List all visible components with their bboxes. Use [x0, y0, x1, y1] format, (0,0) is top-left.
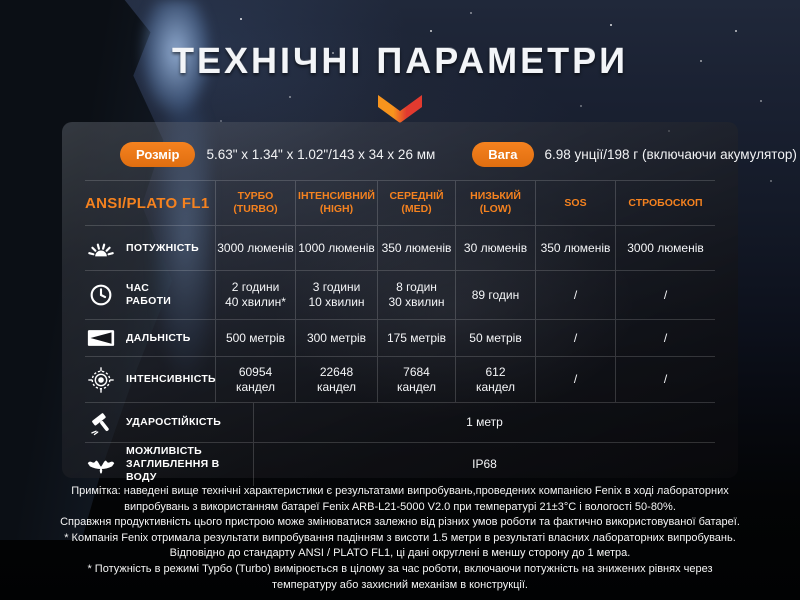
size-value: 5.63" x 1.34" x 1.02"/143 x 34 x 26 мм: [206, 146, 436, 162]
row-label: ІНТЕНСИВНІСТЬ: [126, 373, 216, 385]
footnote-line: температуру або захисний механізм в конс…: [272, 578, 528, 591]
col-header-med: СЕРЕДНІЙ (MED): [389, 190, 444, 215]
value-cell: 3000 люменів: [217, 240, 294, 255]
table-corner-label: ANSI/PLATO FL1: [85, 194, 210, 212]
water-splash-icon: [85, 454, 117, 476]
size-weight-row: Розмір 5.63" x 1.34" x 1.02"/143 x 34 x …: [62, 122, 797, 180]
value-cell: 8 годин 30 хвилин: [388, 280, 445, 309]
footnote-line: Відповідно до стандарту ANSI / PLATO FL1…: [169, 547, 631, 560]
value-cell: /: [573, 372, 578, 386]
table-header-row: ANSI/PLATO FL1 ТУРБО (TURBO) ІНТЕНСИВНИЙ…: [62, 181, 738, 225]
row-label: ПОТУЖНІСТЬ: [126, 241, 199, 254]
divider: [85, 402, 715, 403]
table-row-distance: ДАЛЬНІСТЬ 500 метрів 300 метрів 175 метр…: [62, 320, 738, 356]
weight-value: 6.98 унції/198 г (включаючи акумулятор): [544, 146, 797, 162]
value-cell: 500 метрів: [225, 330, 286, 345]
footnote-line: Примітка: наведені вище технічні характе…: [71, 485, 729, 497]
value-cell: /: [663, 330, 668, 345]
value-cell: 30 люменів: [463, 240, 528, 255]
value-cell: 7684 кандел: [396, 364, 437, 394]
value-cell: 612 кандел: [475, 364, 516, 394]
size-badge: Розмір: [120, 141, 196, 167]
col-header-turbo: ТУРБО (TURBO): [233, 190, 278, 215]
divider: [85, 180, 715, 181]
divider: [85, 442, 715, 443]
value-cell-span: 1 метр: [466, 415, 503, 429]
table-row-power: ПОТУЖНІСТЬ 3000 люменів 1000 люменів 350…: [62, 226, 738, 270]
col-header-sos: SOS: [564, 196, 587, 209]
footnote-line: * Компанія Fenix отримала результати вип…: [64, 531, 736, 544]
table-row-impact: УДАРОСТІЙКІСТЬ 1 метр: [62, 403, 738, 442]
clock-icon: [85, 282, 117, 308]
beam-distance-icon: [85, 328, 117, 348]
table-row-intensity: ІНТЕНСИВНІСТЬ 60954 кандел 22648 кандел …: [62, 357, 738, 402]
row-label: ЧАС РАБОТИ: [126, 282, 172, 307]
value-cell: 350 люменів: [540, 240, 611, 255]
footnote-line: Справжня продуктивність цього пристрою м…: [60, 516, 740, 529]
spec-card: Розмір 5.63" x 1.34" x 1.02"/143 x 34 x …: [62, 122, 797, 486]
impact-icon: [85, 410, 117, 436]
footnote-line: * Потужність в режимі Турбо (Turbo) вимі…: [87, 562, 713, 575]
table-row-runtime: ЧАС РАБОТИ 2 години 40 хвилин* 3 години …: [62, 271, 738, 319]
col-header-high: ІНТЕНСИВНИЙ (HIGH): [298, 190, 375, 215]
divider: [85, 225, 715, 226]
value-cell: 89 годин: [471, 287, 520, 302]
value-cell: 1000 люменів: [298, 240, 375, 255]
chevron-down-icon: [377, 94, 423, 129]
intensity-icon: [85, 366, 117, 394]
table-row-waterproof: МОЖЛИВІСТЬ ЗАГЛИБЛЕННЯ В ВОДУ IP68: [62, 443, 738, 486]
row-label: МОЖЛИВІСТЬ ЗАГЛИБЛЕННЯ В ВОДУ: [126, 445, 220, 483]
divider: [85, 356, 715, 357]
value-cell-span: IP68: [472, 457, 497, 471]
value-cell: 300 метрів: [306, 330, 367, 345]
value-cell: /: [573, 287, 578, 302]
value-cell: 2 години 40 хвилин*: [225, 280, 286, 309]
value-cell: /: [663, 372, 668, 386]
col-header-low: НИЗЬКИЙ (LOW): [470, 190, 521, 215]
page-title: ТЕХНІЧНІ ПАРАМЕТРИ: [172, 40, 628, 81]
value-cell: 3 години 10 хвилин: [308, 280, 365, 309]
value-cell: 175 метрів: [386, 330, 447, 345]
value-cell: 22648 кандел: [316, 364, 357, 394]
row-label: ДАЛЬНІСТЬ: [126, 331, 191, 344]
footnote-line: випробувань з використанням батареї Feni…: [124, 500, 676, 513]
value-cell: /: [663, 287, 668, 302]
footnotes: Примітка: наведені вище технічні характе…: [0, 484, 800, 593]
value-cell: 3000 люменів: [627, 240, 704, 255]
divider: [85, 319, 715, 320]
row-label: УДАРОСТІЙКІСТЬ: [126, 416, 222, 428]
value-cell: /: [573, 330, 578, 345]
col-header-strobe: СТРОБОСКОП: [628, 196, 703, 209]
value-cell: 50 метрів: [469, 330, 522, 345]
brightness-icon: [85, 237, 117, 259]
value-cell: 60954 кандел: [235, 364, 276, 394]
weight-badge: Вага: [472, 141, 534, 167]
divider: [85, 270, 715, 271]
value-cell: 350 люменів: [381, 240, 452, 255]
